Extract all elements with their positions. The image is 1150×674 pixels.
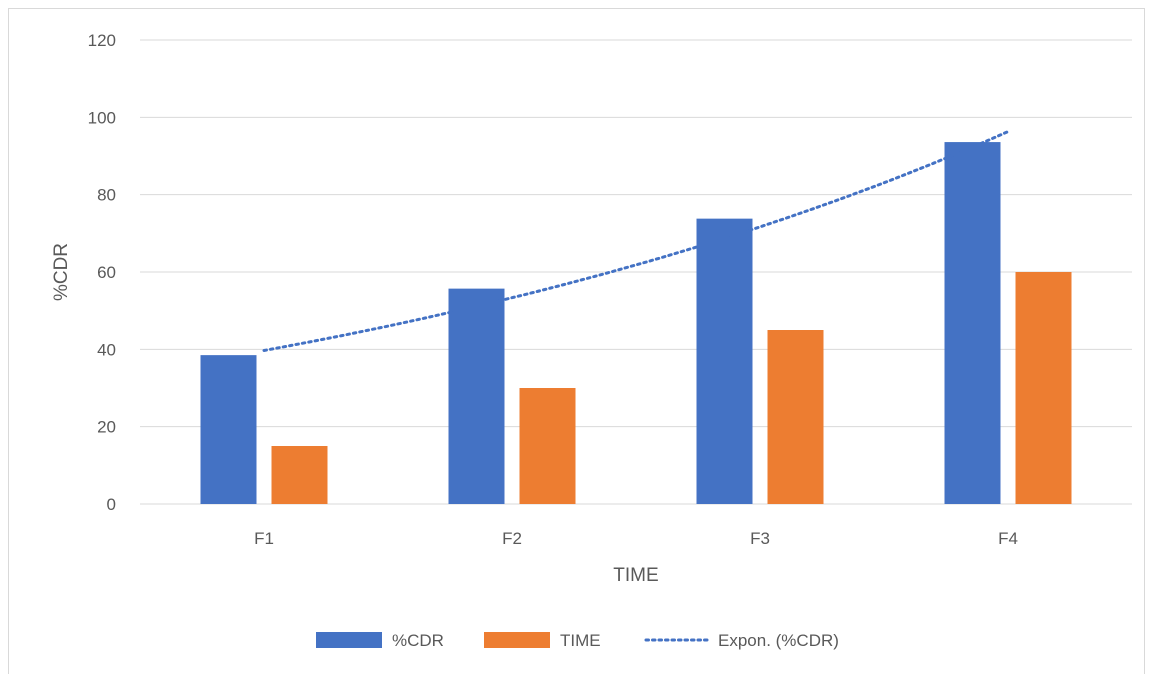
y-tick-label: 20 [97, 418, 116, 437]
legend: %CDR TIME Expon. (%CDR) [316, 631, 839, 650]
chart-frame [8, 8, 1145, 674]
bar-time-f1 [271, 446, 328, 504]
y-tick-label: 40 [97, 340, 116, 359]
x-axis-ticks: F1 F2 F3 F4 [254, 529, 1018, 548]
bar-time-f3 [767, 330, 824, 504]
bar-cdr-f4 [944, 142, 1001, 504]
legend-label: %CDR [392, 631, 444, 650]
legend-label: Expon. (%CDR) [718, 631, 839, 650]
bar-time-f4 [1015, 272, 1072, 504]
trendline [262, 130, 1010, 352]
y-tick-label: 100 [88, 108, 116, 127]
trendline-expon-cdr [262, 130, 1010, 352]
legend-label: TIME [560, 631, 601, 650]
y-tick-label: 0 [107, 495, 116, 514]
x-tick-label: F4 [998, 529, 1018, 548]
bar-time-f2 [519, 388, 576, 504]
bars [200, 142, 1072, 504]
x-tick-label: F1 [254, 529, 274, 548]
bar-cdr-f2 [448, 288, 505, 504]
bar-cdr-f1 [200, 355, 257, 504]
y-axis-title: %CDR [51, 243, 72, 301]
x-axis-title: TIME [613, 565, 658, 586]
legend-swatch [484, 632, 550, 648]
legend-swatch [316, 632, 382, 648]
y-tick-label: 60 [97, 263, 116, 282]
y-tick-label: 80 [97, 186, 116, 205]
y-tick-label: 120 [88, 31, 116, 50]
bar-cdr-f3 [696, 218, 753, 504]
y-axis-ticks: 0 20 40 60 80 100 120 [88, 31, 116, 514]
x-tick-label: F2 [502, 529, 522, 548]
x-tick-label: F3 [750, 529, 770, 548]
